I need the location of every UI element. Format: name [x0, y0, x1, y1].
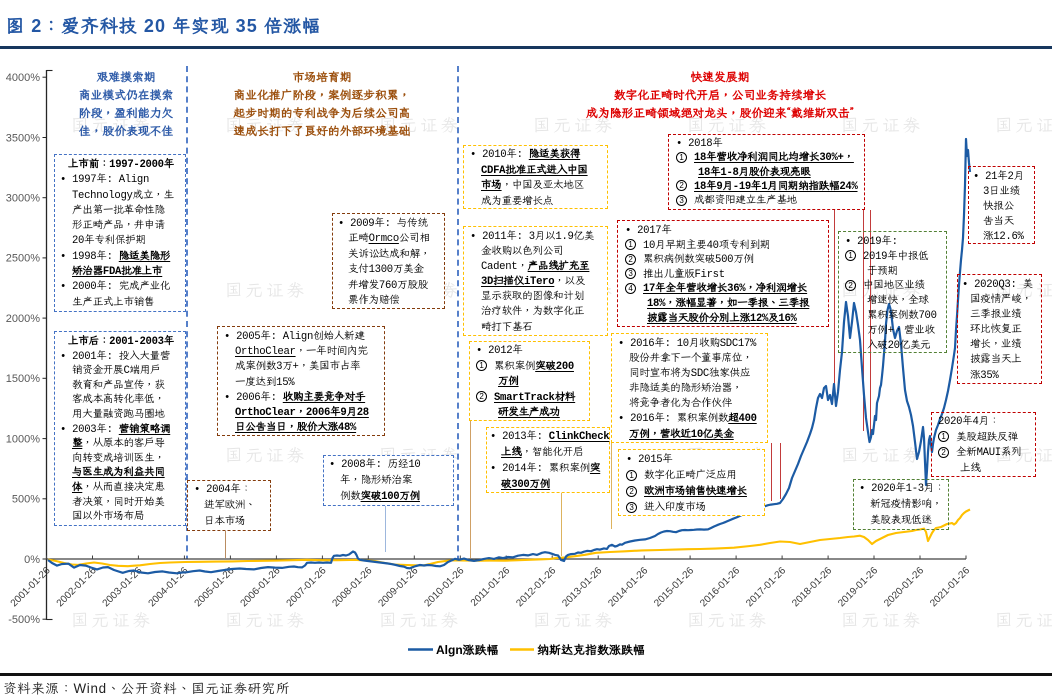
svg-text:国元证券: 国元证券	[225, 113, 307, 136]
svg-text:2017-01-26: 2017-01-26	[744, 565, 788, 609]
svg-text:2010-01-26: 2010-01-26	[422, 565, 466, 609]
svg-text:国元证券: 国元证券	[995, 608, 1052, 631]
svg-text:2007-01-26: 2007-01-26	[285, 565, 329, 609]
svg-text:3000%: 3000%	[6, 193, 40, 205]
svg-text:3500%: 3500%	[6, 132, 40, 144]
svg-text:2014-01-26: 2014-01-26	[606, 565, 650, 609]
svg-text:国元证券: 国元证券	[225, 443, 307, 466]
svg-text:国元证券: 国元证券	[687, 608, 769, 631]
svg-text:2011-01-26: 2011-01-26	[469, 565, 513, 609]
svg-text:-500%: -500%	[8, 614, 40, 626]
svg-text:国元证券: 国元证券	[995, 278, 1052, 301]
svg-text:2021-01-26: 2021-01-26	[928, 565, 972, 609]
svg-text:2500%: 2500%	[6, 253, 40, 265]
svg-text:国元证券: 国元证券	[841, 608, 923, 631]
svg-text:2012-01-26: 2012-01-26	[514, 565, 558, 609]
svg-text:500%: 500%	[12, 494, 40, 506]
svg-text:国元证券: 国元证券	[841, 278, 923, 301]
svg-text:国元证券: 国元证券	[533, 113, 615, 136]
svg-text:2000%: 2000%	[6, 313, 40, 325]
svg-text:国元证券: 国元证券	[225, 278, 307, 301]
svg-text:0%: 0%	[24, 554, 40, 566]
svg-text:2006-01-26: 2006-01-26	[239, 565, 283, 609]
svg-text:2016-01-26: 2016-01-26	[698, 565, 742, 609]
svg-text:国元证券: 国元证券	[995, 113, 1052, 136]
svg-text:国元证券: 国元证券	[225, 608, 307, 631]
svg-text:2020-01-26: 2020-01-26	[882, 565, 926, 609]
svg-text:国元证券: 国元证券	[841, 113, 923, 136]
svg-text:国元证券: 国元证券	[379, 608, 461, 631]
svg-text:2019-01-26: 2019-01-26	[836, 565, 880, 609]
svg-text:2015-01-26: 2015-01-26	[652, 565, 696, 609]
svg-text:国元证券: 国元证券	[533, 608, 615, 631]
svg-text:国元证券: 国元证券	[71, 113, 153, 136]
svg-text:2002-01-26: 2002-01-26	[55, 565, 99, 609]
svg-text:2008-01-26: 2008-01-26	[330, 565, 374, 609]
svg-text:2013-01-26: 2013-01-26	[560, 565, 604, 609]
svg-text:国元证券: 国元证券	[687, 113, 769, 136]
svg-text:1500%: 1500%	[6, 373, 40, 385]
svg-text:国元证券: 国元证券	[995, 443, 1052, 466]
svg-text:国元证券: 国元证券	[379, 113, 461, 136]
svg-text:2009-01-26: 2009-01-26	[376, 565, 420, 609]
svg-text:4000%: 4000%	[6, 72, 40, 84]
svg-text:国元证券: 国元证券	[71, 608, 153, 631]
svg-text:2018-01-26: 2018-01-26	[790, 565, 834, 609]
svg-text:国元证券: 国元证券	[841, 443, 923, 466]
svg-text:1000%: 1000%	[6, 433, 40, 445]
